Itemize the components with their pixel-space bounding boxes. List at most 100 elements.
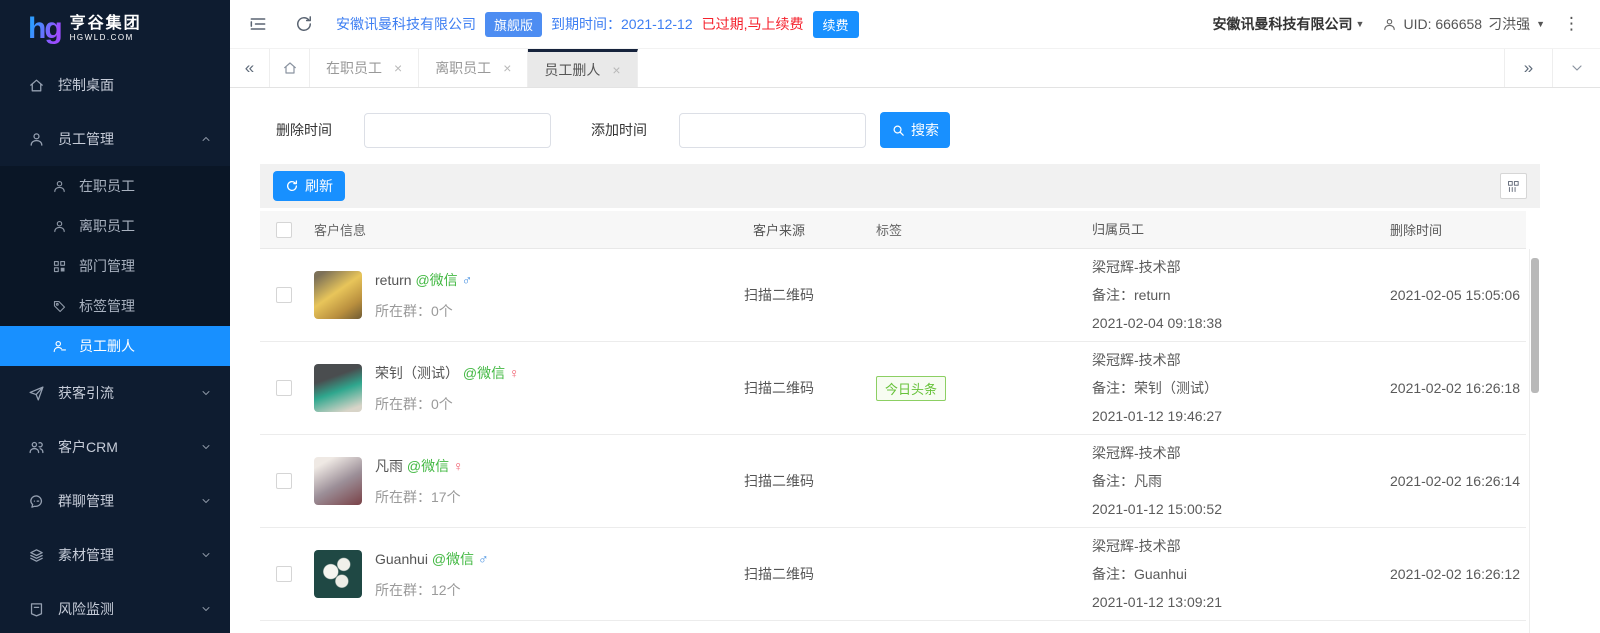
delete-time: 2021-02-02 16:26:14 [1390, 473, 1520, 489]
user-dropdown[interactable]: UID: 666658 刁洪强 ▼ [1382, 14, 1545, 34]
owner-remark: 备注：凡雨 [1092, 473, 1162, 489]
tabs-menu-button[interactable] [1552, 49, 1600, 87]
sidebar-item-resigned-employees[interactable]: 离职员工 [0, 206, 230, 246]
select-all-checkbox[interactable] [276, 221, 292, 238]
chevron-down-icon [202, 445, 210, 449]
avatar [314, 550, 362, 598]
groups-count: 所在群：0个 [375, 395, 453, 412]
user-icon [54, 180, 65, 192]
tab-active-employees[interactable]: 在职员工 × [310, 49, 420, 87]
sidebar-item-dashboard[interactable]: 控制桌面 [0, 58, 230, 112]
close-icon[interactable]: × [612, 61, 621, 78]
tab-resigned-employees[interactable]: 离职员工 × [419, 49, 529, 87]
tab-label: 离职员工 [435, 60, 492, 76]
refresh-icon [286, 180, 298, 192]
close-icon[interactable]: × [394, 60, 403, 76]
company-name: 安徽讯曼科技有限公司 [1212, 16, 1353, 32]
customer-source: 扫描二维码 [744, 287, 814, 303]
add-time: 2021-01-12 13:09:21 [1092, 594, 1222, 610]
sidebar-item-risk-monitor[interactable]: 风险监测 [0, 582, 230, 633]
filter-bar: 删除时间 添加时间 搜索 [260, 112, 1600, 148]
owner-remark: 备注：Guanhui [1092, 566, 1187, 582]
tab-label: 员工删人 [544, 61, 601, 78]
refresh-icon[interactable] [294, 14, 314, 34]
logo-mark: hg [28, 12, 63, 45]
sidebar-item-tag-mgmt[interactable]: 标签管理 [0, 286, 230, 326]
tag-icon [53, 300, 66, 312]
row-checkbox[interactable] [276, 287, 292, 303]
add-time-input[interactable] [679, 112, 866, 148]
sidebar-item-label: 素材管理 [58, 547, 114, 563]
home-icon [283, 62, 296, 74]
header-customer-info: 客户信息 [314, 223, 367, 238]
sidebar-item-lead-generation[interactable]: 获客引流 [0, 366, 230, 420]
owner-name: 梁冠辉-技术部 [1092, 352, 1181, 368]
main-content: 删除时间 添加时间 搜索 刷新 [230, 88, 1600, 633]
user-icon [30, 132, 43, 146]
search-button[interactable]: 搜索 [880, 112, 950, 148]
table-row: 荣钊（测试） @微信 ♀ 所在群：0个 扫描二维码 今日头条 [260, 342, 1526, 435]
sidebar-item-employee-delete[interactable]: 员工删人 [0, 326, 230, 366]
renew-button[interactable]: 续费 [812, 10, 859, 38]
delete-time-label: 删除时间 [276, 122, 332, 138]
menu-fold-icon[interactable] [248, 14, 268, 34]
chevron-down-icon [202, 391, 210, 395]
gender-female-icon: ♀ [509, 364, 520, 381]
customer-name: Guanhui [375, 550, 428, 567]
sidebar-item-group-chat-mgmt[interactable]: 群聊管理 [0, 474, 230, 528]
refresh-button-label: 刷新 [305, 178, 333, 194]
owner-remark: 备注：荣钊（测试） [1092, 380, 1218, 396]
customer-name: 凡雨 [375, 457, 403, 474]
header-customer-source: 客户来源 [752, 223, 805, 238]
logo: hg 亨谷集团 HGWLD.COM [0, 0, 230, 58]
content-column: 安徽讯曼科技有限公司 旗舰版 到期时间：2021-12-12 已过期,马上续费 … [230, 0, 1600, 633]
chevron-down-icon [202, 607, 210, 611]
customer-source: 扫描二维码 [744, 380, 814, 396]
user-icon [1384, 18, 1396, 30]
close-icon[interactable]: × [503, 60, 512, 76]
uid-label: UID: 666658 [1403, 16, 1483, 32]
sidebar-item-label: 在职员工 [79, 178, 135, 194]
chevron-down-icon [202, 553, 210, 557]
sidebar-item-label: 部门管理 [79, 258, 135, 274]
refresh-button[interactable]: 刷新 [273, 171, 345, 201]
sidebar-item-active-employees[interactable]: 在职员工 [0, 166, 230, 206]
delete-time-input[interactable] [364, 112, 551, 148]
tabs-scroll-left-button[interactable]: « [230, 49, 270, 87]
chevron-down-icon [202, 499, 210, 503]
gender-male-icon: ♂ [477, 550, 489, 567]
sidebar-item-customer-crm[interactable]: 客户CRM [0, 420, 230, 474]
column-settings-button[interactable] [1500, 173, 1527, 199]
owner-name: 梁冠辉-技术部 [1092, 259, 1181, 275]
more-menu-icon[interactable]: ⋮ [1563, 14, 1580, 33]
tag-badge: 今日头条 [876, 375, 947, 401]
company-dropdown[interactable]: 安徽讯曼科技有限公司 ▼ [1213, 14, 1365, 34]
sidebar-item-material-mgmt[interactable]: 素材管理 [0, 528, 230, 582]
tab-home[interactable] [270, 49, 310, 87]
avatar [314, 364, 362, 412]
double-chevron-right-icon: » [1523, 58, 1534, 77]
sidebar-item-employee-mgmt[interactable]: 员工管理 [0, 112, 230, 166]
row-checkbox[interactable] [276, 380, 292, 396]
customer-source: 扫描二维码 [744, 566, 814, 582]
avatar [314, 457, 362, 505]
scrollbar-thumb[interactable] [1531, 258, 1539, 393]
row-checkbox[interactable] [276, 566, 292, 582]
sidebar-item-label: 员工删人 [79, 338, 135, 354]
customer-table: 客户信息 客户来源 标签 归属员工 删除时间 retu [260, 211, 1526, 621]
owner-cell: 梁冠辉-技术部 备注：凡雨 2021-01-12 15:00:52 [1064, 439, 1372, 523]
avatar [314, 271, 362, 319]
company-link[interactable]: 安徽讯曼科技有限公司 [336, 16, 476, 32]
row-checkbox[interactable] [276, 473, 292, 489]
sidebar-submenu-employee: 在职员工 离职员工 部门管理 标签管理 员工删人 [0, 166, 230, 366]
tabs-scroll-right-button[interactable]: » [1504, 49, 1552, 87]
layers-icon [30, 548, 43, 562]
user-icon [54, 220, 65, 232]
sidebar-item-label: 获客引流 [58, 385, 114, 401]
sidebar-item-department-mgmt[interactable]: 部门管理 [0, 246, 230, 286]
sidebar-item-label: 客户CRM [58, 439, 118, 455]
owner-remark: 备注：return [1092, 287, 1171, 303]
tab-employee-delete[interactable]: 员工删人 × [528, 49, 638, 87]
channel-label: @微信 [462, 364, 506, 381]
sidebar-item-label: 风险监测 [58, 601, 114, 617]
